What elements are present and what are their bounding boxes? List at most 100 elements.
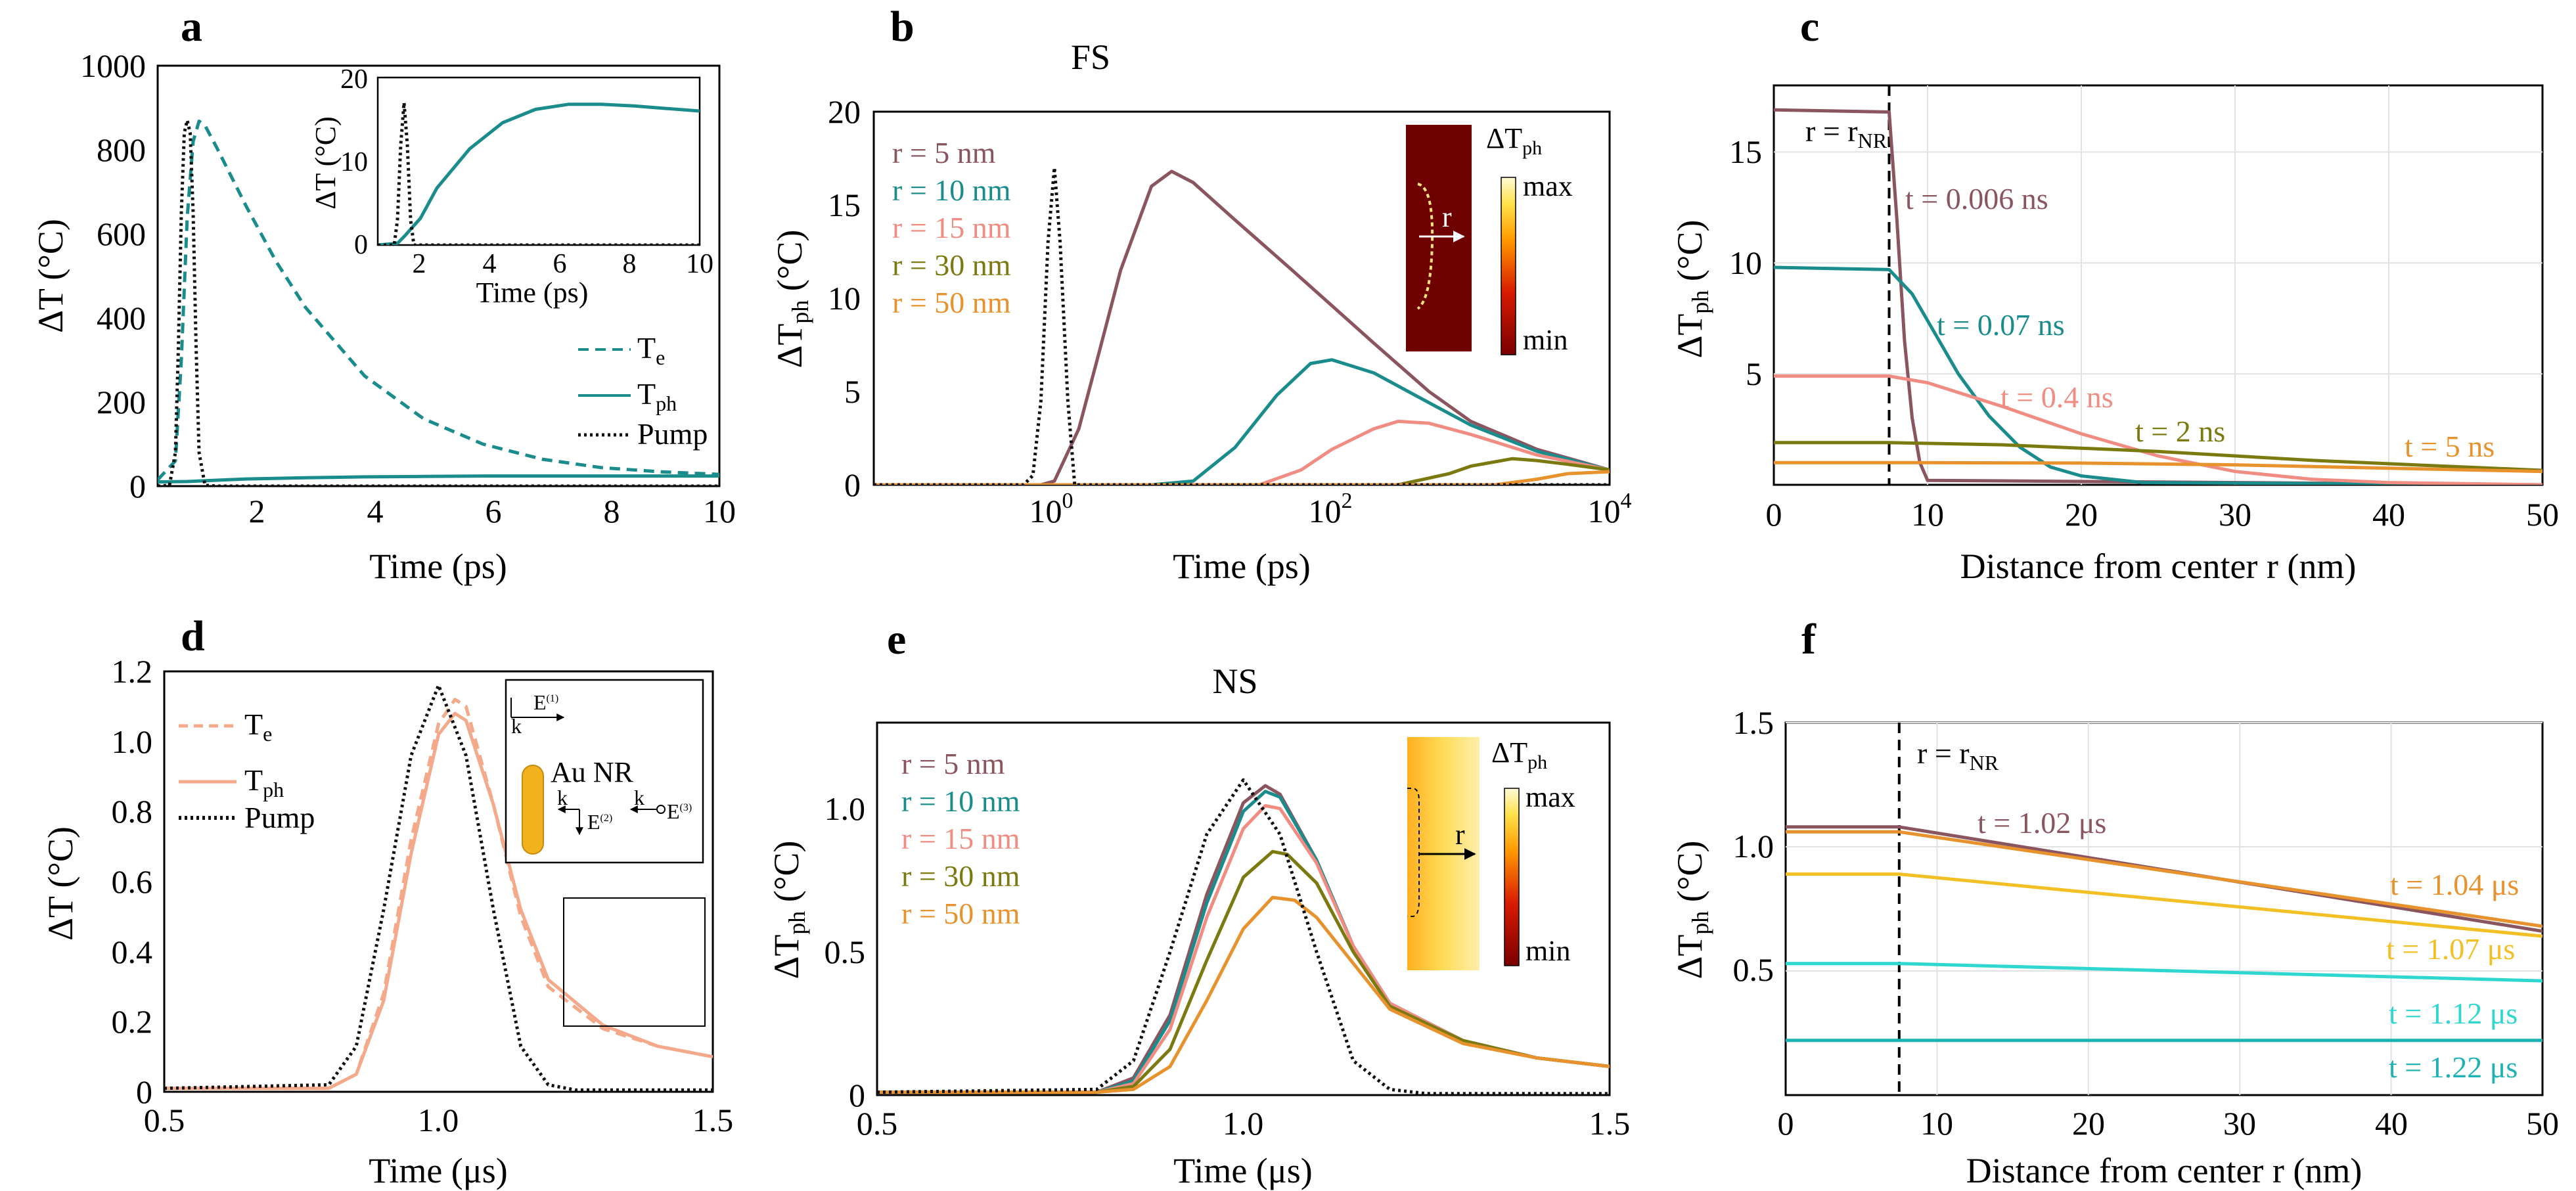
x-axis-label: Distance from center r (nm) — [1966, 1151, 2362, 1190]
k-e3-vectors: k E(3) — [629, 786, 692, 823]
series-line-r-30-nm — [877, 849, 1610, 1094]
panel-c: c 0 10 20 30 40 50 5 10 15 Distance from… — [1670, 3, 2559, 586]
panel-d: d 0.5 1.0 1.5 0 0.2 0.4 0.6 0.8 1.0 1.2 … — [41, 612, 733, 1190]
nanorod-outline — [1416, 183, 1434, 310]
colorbar — [1504, 788, 1520, 966]
legend-label: r = 5 nm — [892, 136, 996, 169]
panel-b: b FS 100 102 104 0 5 10 15 20 Time (ps) … — [770, 3, 1632, 586]
series-line-t-1-12-s — [1786, 962, 2542, 983]
inset-e: r ΔTph max min — [1407, 736, 1575, 970]
xtick-label: 6 — [486, 493, 502, 529]
series-line-t-5-ns — [1774, 461, 2542, 474]
ytick-label: 10 — [828, 280, 861, 317]
plot-area-e — [877, 778, 1610, 1095]
ytick-label: 200 — [97, 384, 146, 420]
r-arrow-label: r — [1442, 201, 1452, 233]
ytick-label: 15 — [1729, 133, 1762, 170]
xtick-label: 40 — [2372, 496, 2405, 533]
inset-x-axis-label: Time (ps) — [476, 277, 589, 309]
ytick-label: 0.5 — [1733, 951, 1774, 988]
xticks-f: 0 10 20 30 40 50 — [1778, 1105, 2560, 1142]
inset-ytick-label: 20 — [340, 64, 368, 95]
x-axis-label: Time (ps) — [369, 547, 507, 586]
xtick-label: 10 — [1911, 496, 1944, 533]
ytick-label: 5 — [844, 373, 861, 410]
xtick-label: 1.0 — [418, 1102, 459, 1138]
ytick-label: 20 — [828, 93, 861, 130]
y-axis-label: ΔT (°C) — [31, 219, 70, 333]
series-line-t-0-4-ns — [1774, 374, 2542, 485]
inset-ytick-label: 10 — [340, 147, 368, 177]
ytick-label: 0.5 — [825, 933, 866, 970]
legend-label: r = 50 nm — [901, 897, 1020, 930]
legend-label: r = 15 nm — [892, 211, 1011, 244]
legend-d: Te Tph Pump — [179, 708, 315, 834]
fs-field-map — [1406, 125, 1472, 351]
series-line-t-1-07-s — [1786, 872, 2542, 938]
series-line-tph — [164, 711, 713, 1090]
plot-area-b — [874, 166, 1610, 485]
inset-xtick-label: 4 — [483, 249, 497, 279]
ytick-label: 400 — [97, 300, 146, 336]
inset-b: r ΔTph max min — [1406, 122, 1573, 356]
ytick-label: 0.2 — [112, 1003, 153, 1040]
yticks-b: 0 5 10 15 20 — [828, 93, 861, 503]
legend-label: r = 10 nm — [901, 784, 1020, 818]
curve-label: t = 5 ns — [2405, 430, 2495, 463]
xtick-label: 1.5 — [692, 1102, 734, 1138]
panel-letter-a: a — [181, 3, 202, 51]
plot-area-f — [1786, 723, 2542, 1095]
legend-label-te: Te — [244, 708, 272, 746]
xtick-label: 10 — [703, 493, 736, 529]
y-axis-label: ΔT (°C) — [41, 826, 80, 941]
series-line-r-30-nm — [874, 457, 1610, 485]
xtick-label: 40 — [2375, 1105, 2408, 1142]
legend-label: r = 30 nm — [892, 248, 1011, 282]
panel-f: f 0 10 20 30 40 50 0.5 1.0 1.5 Distance … — [1670, 616, 2559, 1190]
ytick-label: 0 — [844, 466, 861, 503]
colorbar-min-label: min — [1525, 935, 1570, 967]
ytick-label: 15 — [828, 187, 861, 223]
legend-label-pump: Pump — [244, 801, 315, 834]
xtick-label: 20 — [2065, 496, 2098, 533]
ytick-label: 5 — [1746, 355, 1762, 392]
xtick-label: 8 — [604, 493, 620, 529]
legend-label-pump: Pump — [637, 417, 708, 451]
legend-label: r = 10 nm — [892, 173, 1011, 207]
nanorod-icon — [522, 765, 544, 855]
ytick-label: 0 — [136, 1073, 152, 1110]
curve-label: t = 1.12 μs — [2389, 997, 2518, 1030]
xtick-label: 0.5 — [144, 1102, 185, 1138]
zoom-box — [563, 897, 706, 1027]
grid-c — [1774, 85, 2542, 485]
xtick-label: 0 — [1766, 496, 1782, 533]
xtick-label: 20 — [2072, 1105, 2105, 1142]
ytick-label: 0.6 — [112, 863, 153, 900]
legend-label-tph: Tph — [637, 377, 677, 415]
colorbar-max-label: max — [1525, 781, 1575, 813]
nanorod-outline — [1407, 788, 1420, 917]
xticks-d: 0.5 1.0 1.5 — [144, 1102, 734, 1138]
series-line-pump — [164, 683, 713, 1092]
x-axis-label: Distance from center r (nm) — [1960, 547, 2357, 586]
series-line-pump — [378, 101, 700, 245]
ytick-label: 1.5 — [1733, 704, 1774, 741]
legend-label: r = 30 nm — [901, 859, 1020, 893]
panel-letter-e: e — [887, 616, 906, 663]
svg-text:k: k — [511, 714, 522, 738]
inset-d: Au NR k E(1) k E(2) k E(3) — [505, 679, 704, 864]
y-axis-label: ΔTph (°C) — [770, 230, 813, 369]
ytick-label: 1.0 — [1733, 828, 1774, 865]
series-line-r-5-nm — [874, 169, 1610, 485]
series-line-te — [158, 120, 719, 482]
curve-label: t = 1.22 μs — [2389, 1050, 2518, 1084]
series-line-t-1-04-s — [1786, 830, 2542, 928]
inset-xtick-label: 10 — [686, 249, 713, 279]
colorbar-title: ΔTph — [1491, 736, 1547, 773]
plot-area-a — [158, 118, 719, 486]
yticks-d: 0 0.2 0.4 0.6 0.8 1.0 1.2 — [112, 653, 153, 1110]
ytick-label: 1.0 — [825, 790, 866, 827]
svg-text:k: k — [557, 786, 568, 809]
axes-frame-d — [163, 670, 714, 1093]
plot-area-c — [1774, 85, 2542, 485]
